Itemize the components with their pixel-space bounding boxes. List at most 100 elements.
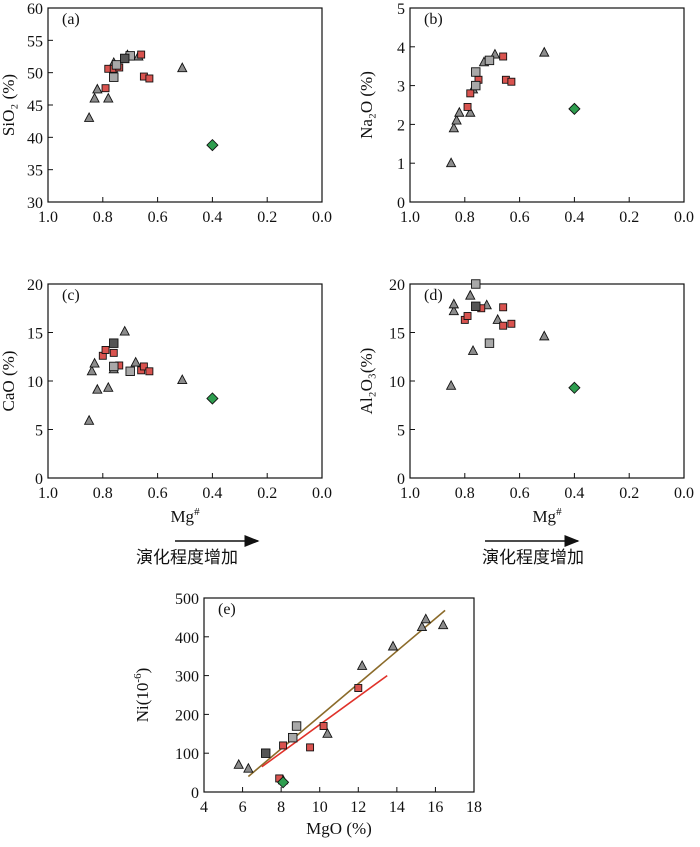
triangle-point	[89, 92, 100, 103]
red-square-point	[507, 319, 516, 328]
diamond-point	[276, 776, 290, 789]
x-axis-label: Mg#	[170, 506, 200, 526]
gray-square-point	[471, 80, 481, 91]
y-tick-label: 300	[175, 669, 199, 686]
x-ticks: 1.0 0.8 0.6 0.4 0.2 0.0	[400, 197, 694, 226]
red-square-point	[145, 367, 154, 376]
panel-b: (b) 1.0 0.8 0.6 0.4 0.2 0.0 0 1 2 3 4 5 Na₂O (%)	[357, 1, 694, 226]
trend-line	[261, 674, 388, 768]
panel-label: (b)	[424, 11, 443, 28]
triangle-point	[177, 374, 188, 384]
triangle-point	[387, 640, 399, 651]
triangle-point	[454, 106, 465, 117]
x-tick-label: 0.8	[455, 209, 475, 226]
diamond-point	[568, 102, 581, 116]
y-tick-label: 5	[397, 423, 405, 440]
y-axis-label: SiO₂ (%)	[0, 74, 18, 136]
triangle-point	[465, 289, 476, 300]
diamond-point	[206, 392, 219, 405]
y-tick-label: 4	[397, 40, 405, 57]
x-tick-label: 18	[466, 799, 482, 816]
y-tick-label: 500	[175, 591, 199, 608]
dark-square-point	[471, 301, 481, 312]
y-axis-label: CaO (%)	[0, 351, 18, 412]
data-points	[83, 49, 219, 152]
triangle-point	[119, 325, 130, 336]
red-square-point	[137, 50, 146, 59]
red-square-point	[499, 321, 508, 330]
evolution-arrow-right: 演化程度增加	[482, 535, 584, 568]
y-tick-label: 20	[389, 277, 405, 294]
evolution-arrow-left: 演化程度增加	[136, 535, 260, 568]
plot-frame	[203, 597, 475, 793]
y-tick-label: 1	[397, 156, 405, 173]
triangle-point	[451, 114, 462, 125]
x-tick-label: 1.0	[400, 485, 420, 502]
x-ticks: 1.0 0.8 0.6 0.4 0.2 0.0	[400, 473, 694, 502]
y-tick-label: 2	[397, 117, 405, 134]
dark-square-point	[120, 53, 130, 64]
y-ticks: 0 100 200 300 400 500	[175, 591, 209, 802]
gray-square-point	[109, 72, 119, 82]
x-tick-label: 1.0	[38, 209, 58, 226]
x-tick-label: 0.8	[93, 485, 113, 502]
y-tick-label: 30	[27, 195, 43, 212]
x-tick-label: 0.4	[564, 209, 584, 226]
triangle-point	[539, 330, 550, 341]
x-tick-label: 0.8	[93, 209, 113, 226]
y-tick-label: 55	[27, 33, 43, 50]
x-tick-label: 1.0	[400, 209, 420, 226]
y-tick-label: 5	[397, 1, 405, 18]
red-square-point	[507, 77, 516, 86]
triangle-point	[177, 62, 188, 73]
x-tick-label: 10	[312, 799, 328, 816]
dark-square-point	[261, 748, 271, 758]
data-points	[445, 279, 581, 394]
triangle-point	[492, 313, 503, 324]
y-axis-label: Ni(10-6)	[132, 668, 152, 723]
red-square-point	[139, 362, 148, 371]
y-ticks: 0 5 10 15 20	[389, 277, 415, 488]
y-ticks: 30 35 40 45 50 55 60	[27, 1, 53, 212]
red-square-point	[319, 722, 328, 730]
triangle-point	[83, 111, 95, 122]
diamond-point	[568, 381, 581, 394]
x-tick-label: 0.0	[674, 485, 694, 502]
panel-label: (d)	[424, 287, 443, 304]
y-tick-label: 15	[389, 326, 405, 343]
x-tick-label: 12	[350, 799, 366, 816]
y-axis-label: Na₂O (%)	[357, 71, 376, 139]
x-ticks: 1.0 0.8 0.6 0.4 0.2 0.0	[38, 197, 332, 226]
panel-label: (c)	[62, 287, 80, 304]
y-tick-label: 5	[35, 423, 43, 440]
triangle-point	[233, 758, 244, 769]
gray-square-point	[484, 55, 495, 66]
x-tick-label: 4	[200, 799, 208, 816]
x-axis-label: Mg#	[532, 506, 562, 526]
x-tick-label: 16	[427, 799, 443, 816]
x-tick-label: 0.0	[312, 485, 332, 502]
triangle-point	[83, 414, 95, 425]
triangle-point	[445, 157, 457, 168]
triangle-point	[92, 383, 103, 394]
panel-label: (e)	[218, 601, 236, 618]
x-tick-label: 0.0	[674, 209, 694, 226]
y-tick-label: 40	[27, 130, 43, 147]
triangle-point	[103, 92, 114, 103]
triangle-point	[448, 122, 460, 133]
triangle-point	[465, 106, 476, 117]
y-tick-label: 10	[389, 374, 405, 391]
dark-square-point	[109, 338, 119, 348]
x-tick-label: 0.4	[202, 209, 222, 226]
y-tick-label: 200	[175, 707, 199, 724]
red-square-point	[145, 74, 154, 83]
triangle-point	[445, 379, 457, 390]
triangle-point	[539, 46, 550, 57]
red-square-point	[279, 741, 288, 750]
plot-frame	[47, 7, 323, 203]
y-tick-label: 35	[27, 163, 43, 180]
x-tick-label: 14	[389, 799, 405, 816]
y-tick-label: 50	[27, 66, 43, 83]
